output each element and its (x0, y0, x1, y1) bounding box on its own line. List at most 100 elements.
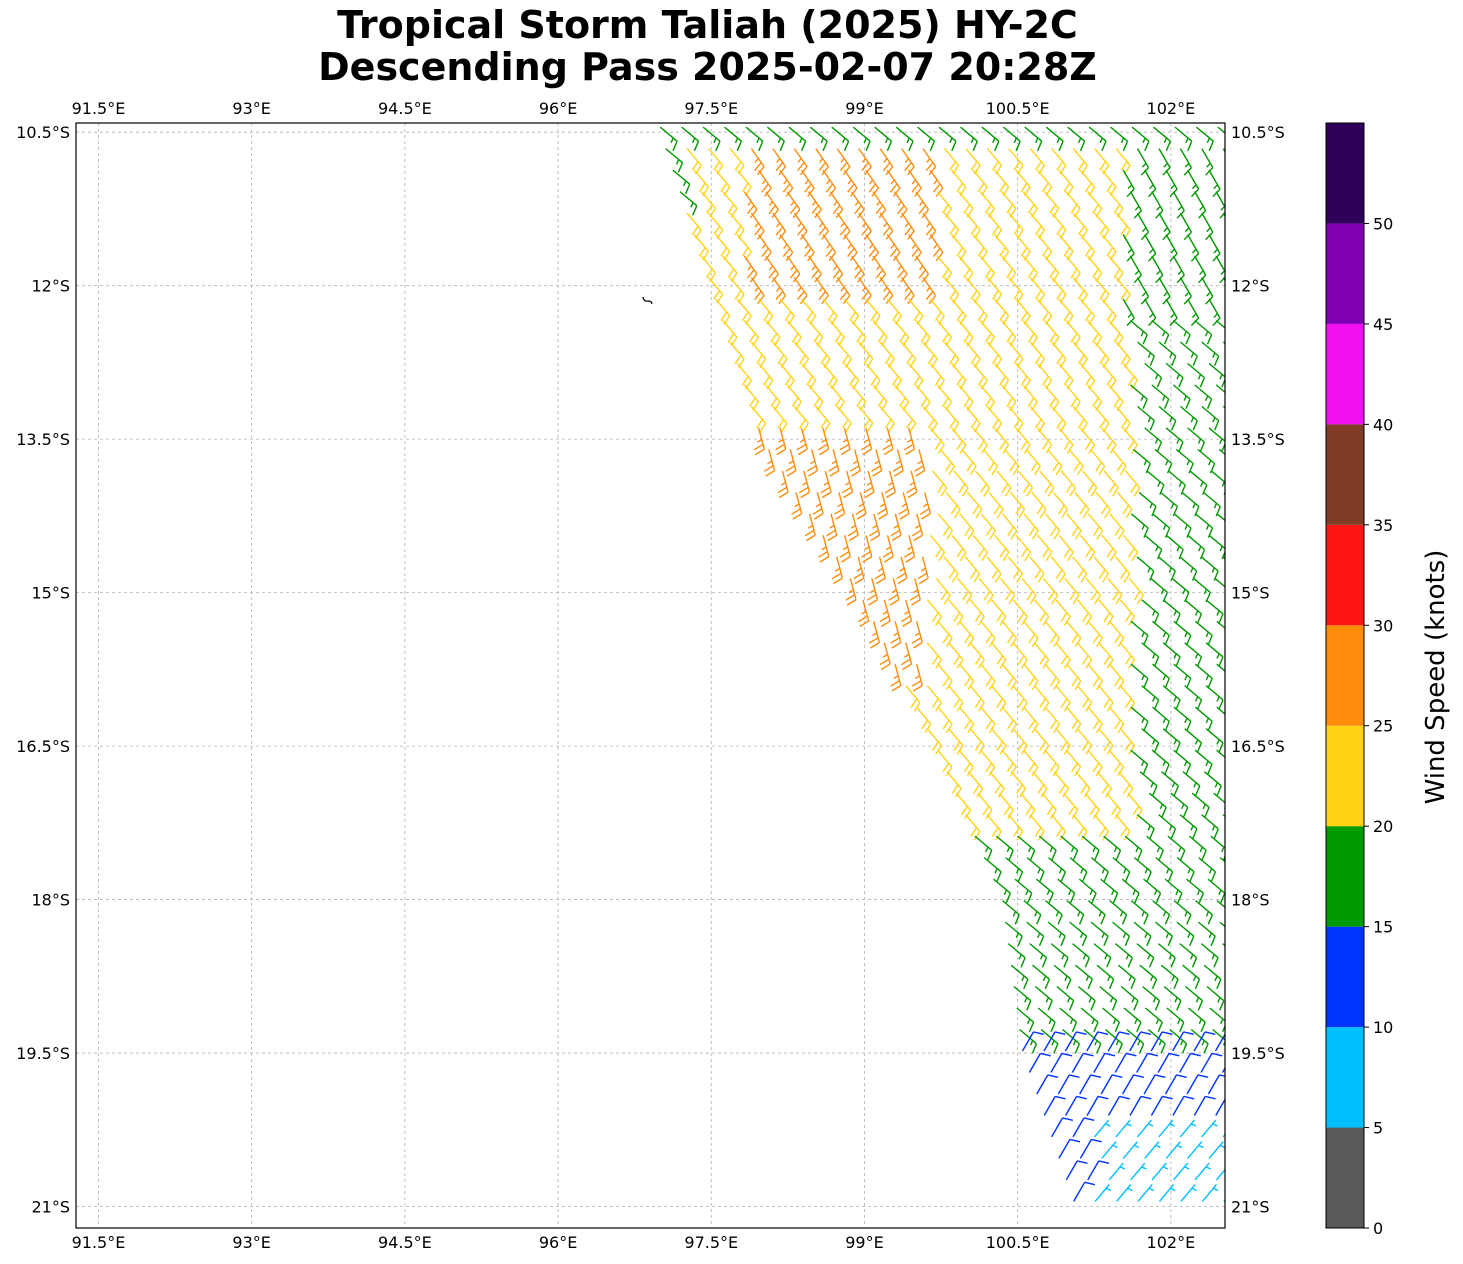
wind-barb (1150, 1031, 1173, 1052)
wind-barb (935, 577, 951, 605)
wind-barb (1179, 814, 1198, 839)
wind-barb (911, 621, 923, 649)
wind-barb (969, 642, 985, 669)
wind-barb (1151, 384, 1170, 409)
wind-barb (1162, 685, 1181, 710)
colorbar-bin (1326, 926, 1364, 1028)
wind-barb (1075, 771, 1091, 798)
wind-barb (1111, 448, 1127, 476)
map-frame (75, 122, 1226, 1229)
wind-barb (1130, 620, 1149, 646)
wind-barb (1044, 900, 1063, 925)
wind-barb (1216, 900, 1225, 909)
lat-tick-right: 15°S (1231, 584, 1270, 603)
wind-barb (1129, 319, 1148, 345)
wind-barb (1186, 169, 1200, 198)
wind-barb (1143, 878, 1162, 904)
wind-barb (1073, 1181, 1096, 1202)
wind-barb (937, 706, 953, 734)
wind-barb (1184, 642, 1203, 667)
wind-barb (681, 126, 700, 152)
wind-barb (1131, 126, 1150, 152)
wind-barb (1098, 728, 1114, 755)
colorbar: 0 5 10 15 20 25 30 35 40 45 50 (1325, 122, 1393, 1238)
wind-barb (1145, 1007, 1163, 1033)
wind-barb (1043, 1095, 1066, 1116)
wind-barb (945, 491, 961, 519)
wind-barb (1187, 362, 1206, 388)
wind-barb (1130, 513, 1149, 538)
wind-barb (1079, 427, 1096, 454)
wind-barb (882, 535, 894, 563)
wind-barb (1190, 1028, 1209, 1054)
wind-barb (1012, 599, 1028, 626)
lat-tick-left: 12°S (31, 277, 70, 296)
wind-barb (1136, 148, 1150, 176)
wind-barb (1130, 1162, 1147, 1181)
wind-barb (915, 191, 930, 219)
wind-barb (1169, 1028, 1188, 1054)
wind-barb (815, 212, 829, 240)
wind-barb (993, 427, 1010, 454)
wind-barb (1084, 792, 1100, 820)
wind-barb (804, 513, 816, 542)
wind-barb (1066, 513, 1082, 540)
wind-barb (929, 169, 944, 197)
wind-barb (1015, 427, 1031, 454)
wind-barb (1095, 491, 1111, 519)
wind-barb (937, 513, 953, 540)
wind-barb (1016, 1007, 1035, 1033)
wind-barb (1129, 255, 1143, 284)
colorbar-bin (1326, 424, 1364, 525)
wind-barb (1197, 921, 1216, 947)
wind-barb (1141, 642, 1160, 667)
wind-barb (1205, 599, 1224, 624)
wind-barb (893, 255, 908, 283)
wind-barb (960, 126, 978, 152)
wind-barb (1093, 814, 1109, 841)
wind-barb (1101, 427, 1117, 454)
wind-barb (1194, 1162, 1211, 1181)
wind-barb (938, 126, 957, 152)
wind-barb (1083, 1028, 1102, 1054)
lat-tick-right: 12°S (1231, 277, 1270, 296)
wind-barb (1065, 1160, 1088, 1181)
wind-barb (1164, 1074, 1187, 1095)
wind-barb (1165, 298, 1178, 327)
wind-barb (753, 427, 765, 456)
wind-barb (1146, 470, 1165, 495)
colorbar-tick-label: 30 (1373, 616, 1393, 635)
wind-barb (1122, 427, 1138, 454)
wind-barb (1200, 556, 1219, 581)
wind-barb (868, 621, 881, 649)
wind-barb (1058, 534, 1074, 562)
wind-barb (1172, 255, 1185, 284)
wind-barb (1019, 1028, 1038, 1054)
wind-barb (911, 664, 923, 692)
wind-barb (1144, 362, 1163, 388)
wind-barb (1036, 427, 1053, 454)
wind-barb (1004, 448, 1020, 476)
wind-barb (953, 470, 969, 497)
wind-barb (948, 642, 964, 669)
wind-barb (1017, 470, 1034, 497)
colorbar-bin (1326, 725, 1364, 827)
wind-barb (1158, 212, 1171, 241)
wind-barb (788, 126, 807, 152)
lon-tick-bottom: 97.5°E (684, 1233, 738, 1252)
lon-tick-top: 96°E (539, 99, 577, 118)
wind-barb (1056, 985, 1075, 1011)
wind-barb (1096, 964, 1115, 990)
wind-barb (1208, 1141, 1225, 1159)
wind-barb (1194, 620, 1213, 646)
wind-barb (1076, 599, 1093, 626)
wind-barb (1130, 663, 1149, 689)
wind-barb (1068, 448, 1084, 476)
wind-barb (1033, 642, 1050, 669)
wind-barb (1179, 1119, 1197, 1138)
wind-barb (916, 706, 932, 734)
wind-barb (806, 449, 819, 477)
wind-barb (1094, 1184, 1112, 1202)
wind-barb (1179, 212, 1193, 241)
wind-barb (1001, 749, 1017, 777)
